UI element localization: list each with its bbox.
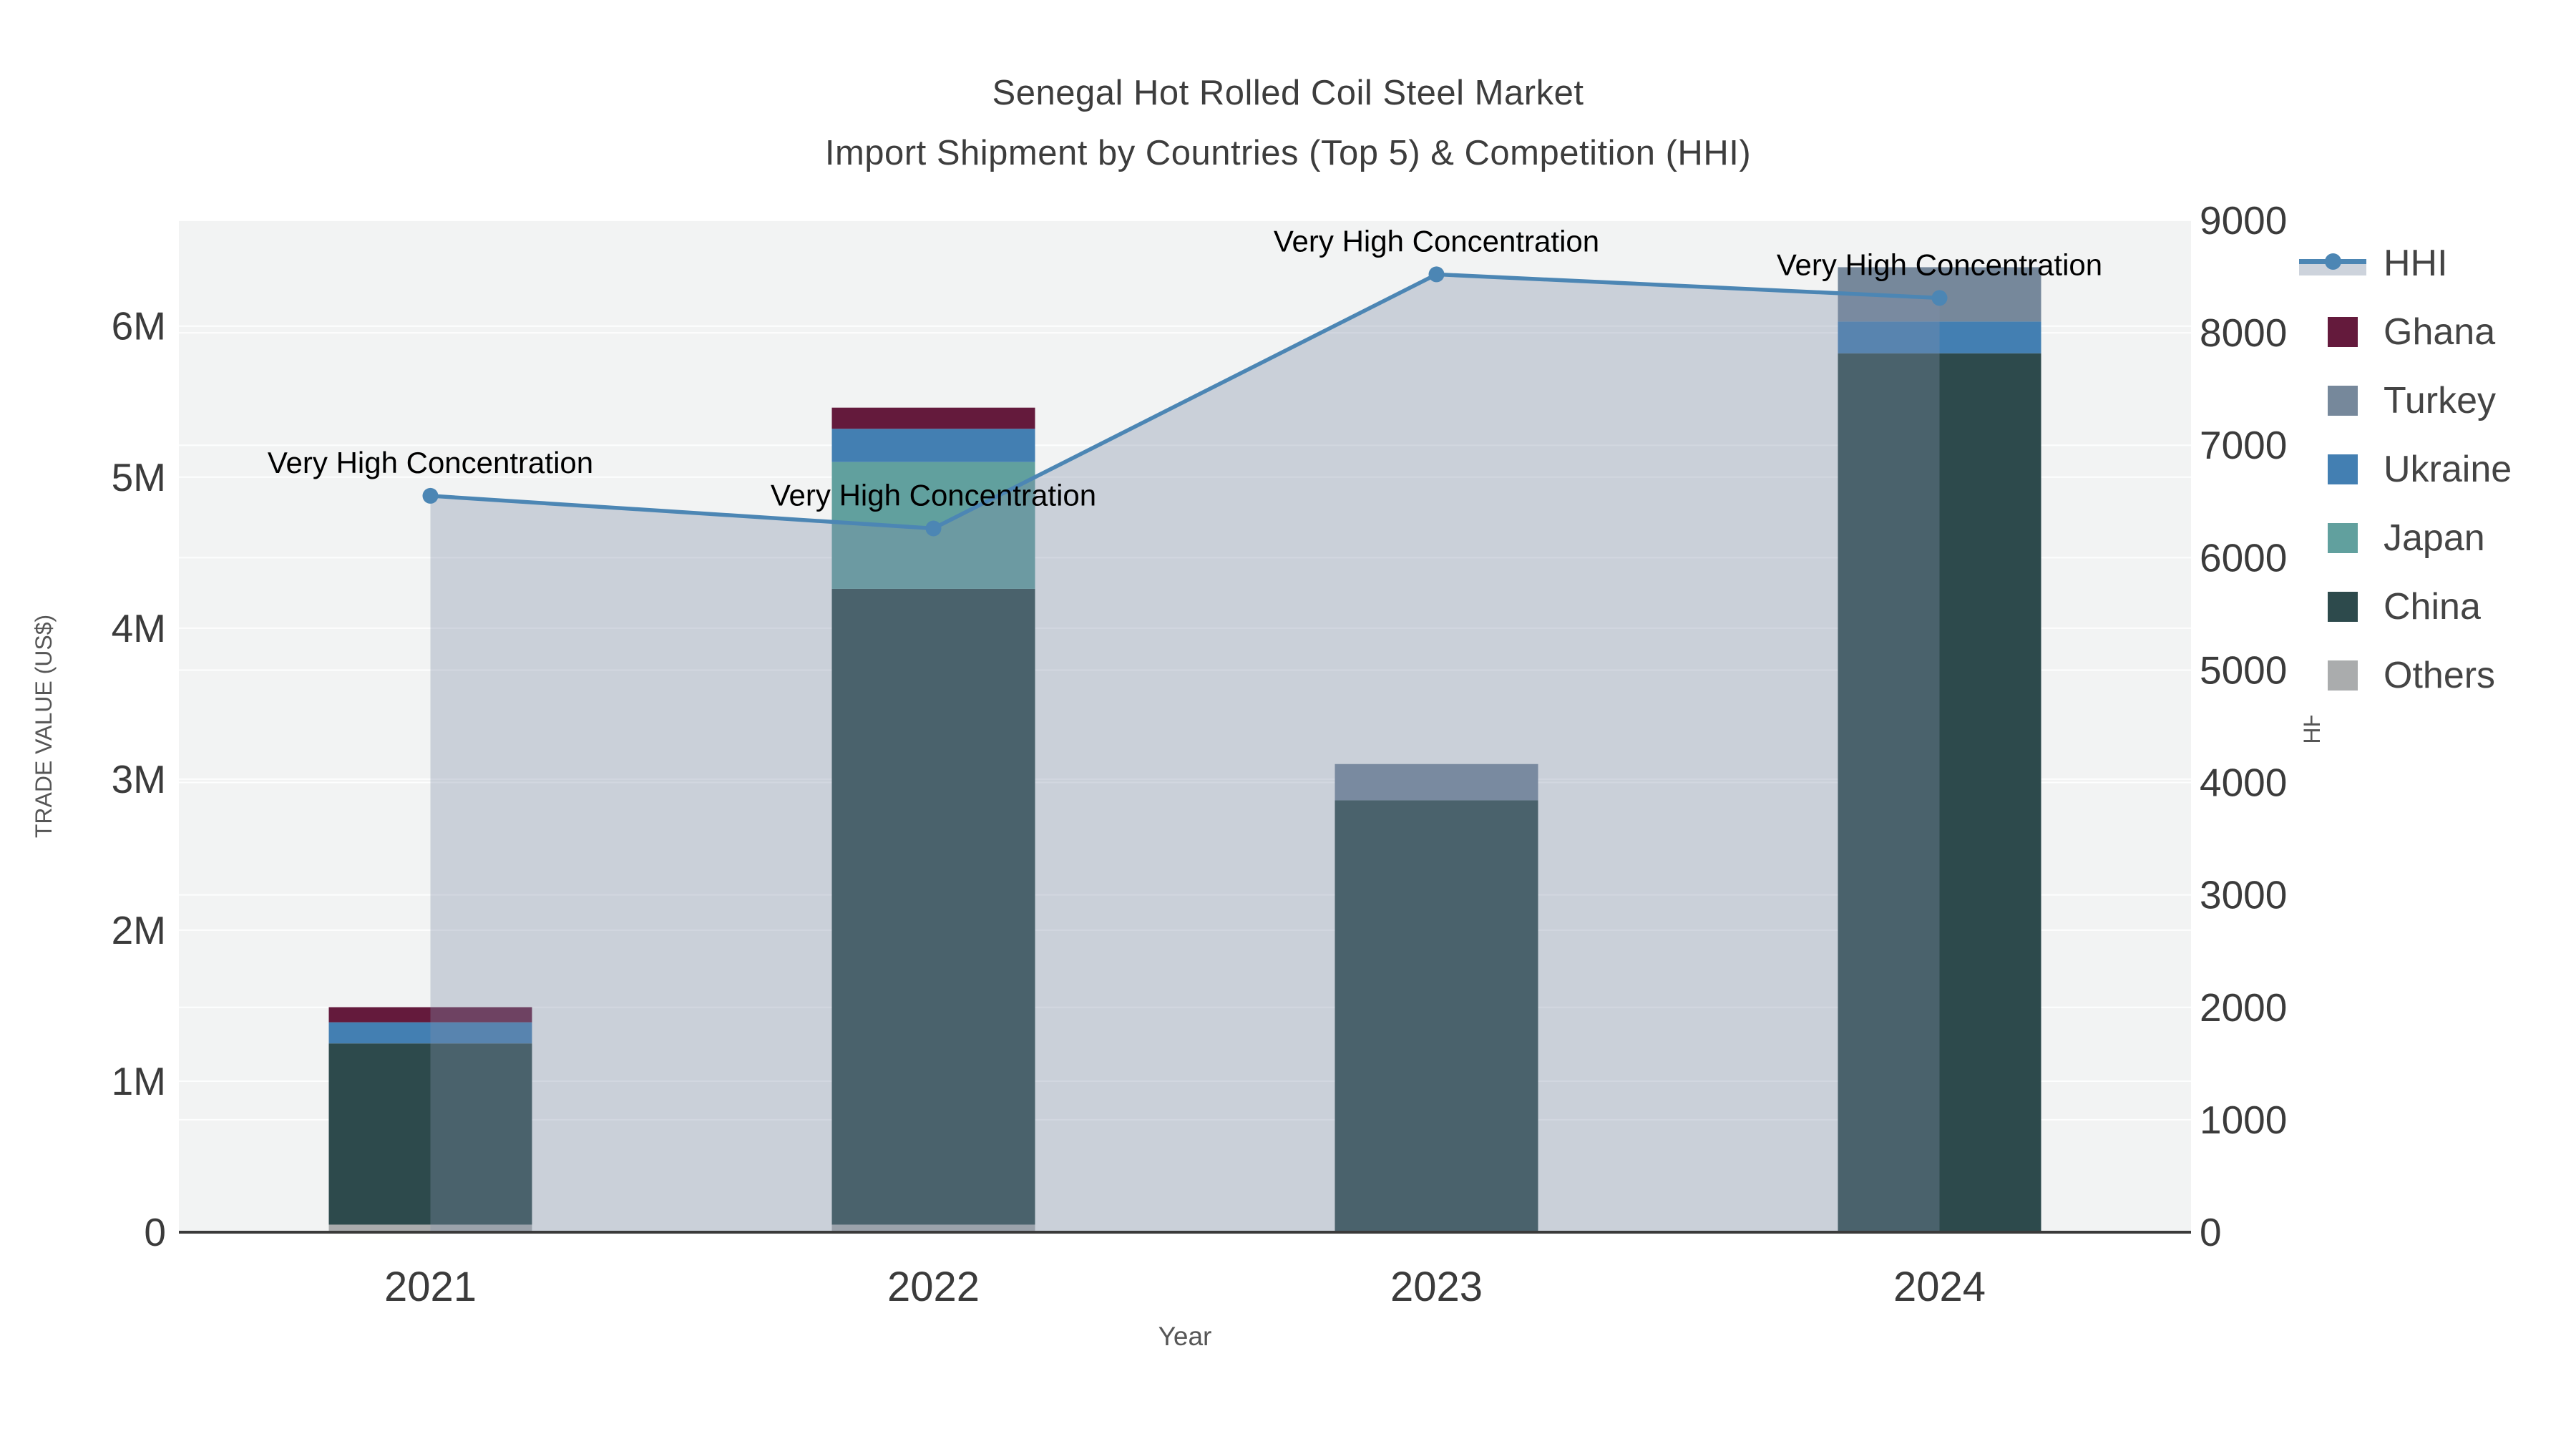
legend-item-ukraine[interactable]: Ukraine <box>2293 435 2576 504</box>
legend-swatch-box <box>2313 317 2372 347</box>
legend-swatch-box <box>2313 523 2372 553</box>
y-left-tick-label: 3M <box>112 757 166 801</box>
y-right-tick-label: 9000 <box>2200 198 2287 243</box>
y-right-tick-label: 4000 <box>2200 761 2287 805</box>
annotation-2024: Very High Concentration <box>1777 248 2102 281</box>
bar-segment-others-2022[interactable] <box>831 1224 1035 1232</box>
legend: HHI Ghana Turkey Ukraine Japan China Others <box>2293 229 2576 716</box>
y-right-tick-label: 0 <box>2200 1210 2222 1254</box>
legend-item-hhi[interactable]: HHI <box>2293 229 2576 298</box>
legend-item-japan[interactable]: Japan <box>2293 504 2576 572</box>
chart-title-line1: Senegal Hot Rolled Coil Steel Market <box>992 74 1584 112</box>
x-tick-label-2021: 2021 <box>384 1264 477 1310</box>
legend-label-china: China <box>2384 586 2481 628</box>
y-left-tick-label: 2M <box>112 908 166 952</box>
bar-segment-ghana-2021[interactable] <box>328 1007 532 1023</box>
bar-segment-china-2022[interactable] <box>831 588 1035 1225</box>
annotation-2021: Very High Concentration <box>268 446 593 479</box>
y-right-tick-label: 7000 <box>2200 423 2287 467</box>
hhi-line <box>430 272 1940 531</box>
bar-segment-turkey-2023[interactable] <box>1335 763 1538 801</box>
hhi-marker-2024[interactable] <box>1931 290 1948 306</box>
bar-segment-china-2024[interactable] <box>1838 353 2041 1233</box>
legend-label-ghana: Ghana <box>2384 311 2496 353</box>
hhi-fill-area <box>430 274 1940 1232</box>
bar-segment-ghana-2022[interactable] <box>831 407 1035 429</box>
legend-label-hhi: HHI <box>2384 243 2448 284</box>
legend-label-turkey: Turkey <box>2384 380 2496 421</box>
hhi-marker-2023[interactable] <box>1428 266 1445 283</box>
legend-swatch-box <box>2313 454 2372 484</box>
legend-label-ukraine: Ukraine <box>2384 449 2512 490</box>
annotation-2022: Very High Concentration <box>771 478 1096 512</box>
y-right-tick-label: 8000 <box>2200 311 2287 355</box>
legend-swatch-ghana <box>2328 317 2358 347</box>
y-left-tick-label: 6M <box>112 304 166 348</box>
x-tick-label-2022: 2022 <box>887 1264 980 1310</box>
hhi-legend-line-icon <box>2299 251 2366 275</box>
bar-segment-ukraine-2022[interactable] <box>831 429 1035 462</box>
y-right-tick-label: 2000 <box>2200 985 2287 1030</box>
legend-item-others[interactable]: Others <box>2293 641 2576 710</box>
bar-segment-china-2023[interactable] <box>1335 800 1538 1232</box>
y-left-tick-label: 1M <box>112 1059 166 1103</box>
legend-swatch-box <box>2313 386 2372 416</box>
y-left-tick-label: 0 <box>144 1210 166 1254</box>
legend-swatch-box <box>2313 592 2372 622</box>
legend-swatch-japan <box>2328 523 2358 553</box>
legend-label-others: Others <box>2384 655 2496 696</box>
legend-swatch-turkey <box>2328 386 2358 416</box>
legend-swatch-china <box>2328 592 2358 622</box>
bar-segment-others-2021[interactable] <box>328 1224 532 1232</box>
y-left-tick-label: 5M <box>112 455 166 499</box>
x-tick-label-2023: 2023 <box>1390 1264 1483 1310</box>
y-left-tick-label: 4M <box>112 606 166 650</box>
legend-item-ghana[interactable]: Ghana <box>2293 298 2576 366</box>
bar-segment-ukraine-2021[interactable] <box>328 1022 532 1044</box>
y-right-tick-label: 6000 <box>2200 535 2287 580</box>
legend-swatch-others <box>2328 660 2358 691</box>
x-axis-title: Year <box>1158 1322 1212 1351</box>
bar-segment-china-2021[interactable] <box>328 1043 532 1225</box>
hhi-marker-2022[interactable] <box>925 520 942 537</box>
y-right-tick-label: 3000 <box>2200 873 2287 917</box>
chart-title-line2: Import Shipment by Countries (Top 5) & C… <box>824 134 1752 172</box>
x-tick-label-2024: 2024 <box>1893 1264 1986 1310</box>
y-right-tick-label: 1000 <box>2200 1098 2287 1142</box>
legend-item-turkey[interactable]: Turkey <box>2293 366 2576 435</box>
legend-swatch-box <box>2313 660 2372 691</box>
y-left-axis-title: TRADE VALUE (US$) <box>31 615 57 838</box>
annotation-2023: Very High Concentration <box>1274 224 1599 258</box>
y-right-tick-label: 5000 <box>2200 648 2287 692</box>
legend-item-china[interactable]: China <box>2293 572 2576 641</box>
legend-swatch-ukraine <box>2328 454 2358 484</box>
legend-label-japan: Japan <box>2384 517 2485 559</box>
hhi-marker-2021[interactable] <box>422 487 439 504</box>
bar-segment-ukraine-2024[interactable] <box>1838 321 2041 353</box>
hhi-legend-marker <box>2325 253 2341 270</box>
